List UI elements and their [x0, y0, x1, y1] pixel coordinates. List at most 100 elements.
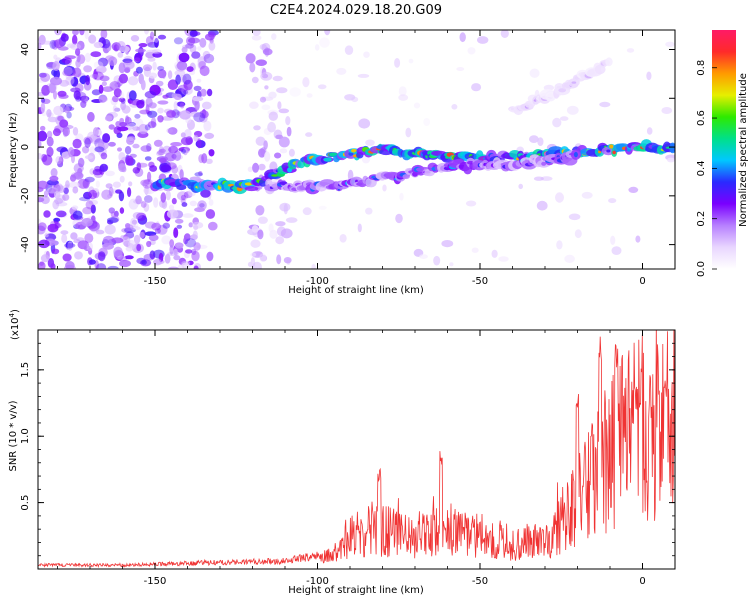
noise-blob — [70, 76, 79, 87]
noise-blob — [252, 162, 260, 173]
noise-blob — [150, 117, 157, 128]
noise-blob — [199, 65, 210, 77]
noise-blob — [108, 124, 115, 130]
colorbar-tick-label: 0.0 — [696, 261, 707, 277]
trace-core — [609, 144, 614, 149]
noise-blob — [182, 213, 194, 218]
noise-blob — [41, 84, 51, 96]
noise-blob — [72, 34, 78, 46]
noise-blob — [115, 189, 123, 194]
noise-blob — [199, 110, 209, 119]
noise-blob — [167, 70, 173, 80]
noise-blob — [529, 68, 540, 78]
noise-blob — [62, 193, 70, 201]
noise-blob — [533, 176, 544, 181]
noise-blob — [276, 226, 287, 237]
noise-blob — [88, 199, 99, 206]
noise-blob — [52, 61, 60, 71]
noise-blob — [491, 249, 498, 258]
figure-title: C2E4.2024.029.18.20.G09 — [270, 3, 442, 18]
noise-blob — [85, 200, 94, 210]
noise-blob — [108, 56, 118, 66]
noise-blob — [178, 52, 190, 63]
noise-blob — [121, 166, 127, 173]
noise-blob — [144, 90, 157, 99]
noise-blob — [255, 136, 266, 146]
noise-blob — [456, 67, 465, 71]
noise-blob — [208, 221, 218, 231]
noise-blob — [70, 232, 78, 240]
noise-blob — [143, 202, 150, 212]
noise-blob — [177, 191, 189, 201]
noise-blob — [38, 77, 48, 83]
y-tick-label: 1.0 — [20, 428, 31, 444]
snr-x-axis-label: Height of straight line (km) — [288, 585, 424, 596]
noise-blob — [50, 168, 58, 178]
noise-blob — [84, 52, 91, 63]
noise-blob — [305, 132, 313, 137]
noise-blob — [251, 35, 262, 41]
noise-blob — [113, 44, 120, 52]
noise-blob — [477, 36, 489, 44]
noise-blob — [119, 175, 125, 183]
noise-blob — [191, 248, 197, 256]
noise-blob — [193, 265, 199, 269]
noise-blob — [179, 169, 184, 180]
noise-blob — [197, 59, 205, 70]
noise-blob — [83, 245, 91, 252]
noise-blob — [423, 118, 431, 126]
noise-blob — [86, 242, 94, 252]
noise-blob — [252, 261, 262, 269]
noise-blob — [105, 170, 115, 177]
noise-blob — [189, 176, 201, 181]
noise-blob — [38, 222, 47, 232]
noise-blob — [126, 136, 136, 142]
noise-blob — [267, 121, 276, 133]
noise-blob — [205, 209, 216, 219]
noise-blob — [275, 221, 286, 227]
noise-blob — [324, 30, 331, 36]
noise-blob — [49, 175, 59, 182]
noise-blob — [52, 128, 61, 137]
noise-blob — [70, 87, 81, 93]
noise-blob — [203, 53, 215, 64]
noise-blob — [57, 46, 69, 51]
noise-blob — [89, 146, 97, 154]
noise-blob — [124, 255, 134, 260]
noise-blob — [140, 145, 152, 153]
noise-blob — [40, 102, 46, 113]
noise-blob — [142, 64, 153, 72]
noise-blob — [38, 197, 45, 203]
noise-blob — [72, 67, 82, 78]
noise-blob — [667, 157, 675, 163]
noise-blob — [363, 51, 370, 58]
noise-blob — [38, 218, 42, 228]
noise-blob — [314, 44, 320, 51]
noise-blob — [449, 262, 454, 267]
noise-blob — [97, 57, 109, 67]
noise-blob — [63, 243, 76, 248]
snr-ticks: -150 -100 -50 0 0.5 1.0 1.5 — [20, 330, 676, 587]
noise-blob — [183, 79, 193, 91]
noise-blob — [255, 205, 265, 216]
noise-blob — [268, 111, 278, 121]
noise-blob — [608, 198, 617, 204]
colorbar-tick-label: 0.6 — [696, 110, 707, 126]
noise-blob — [43, 210, 51, 218]
noise-blob — [40, 40, 53, 45]
noise-blob — [145, 97, 153, 108]
y-tick-label: -20 — [20, 188, 31, 204]
noise-blob — [149, 165, 158, 172]
noise-blob — [108, 186, 114, 197]
noise-blob — [286, 126, 292, 137]
noise-blob — [188, 37, 200, 44]
noise-blob — [646, 71, 652, 81]
noise-blob — [64, 106, 70, 114]
noise-blob — [82, 146, 90, 154]
noise-blob — [63, 66, 73, 76]
noise-blob — [118, 191, 125, 202]
noise-blob — [102, 235, 115, 246]
noise-blob — [84, 137, 91, 148]
noise-blob — [140, 179, 150, 186]
noise-blob — [68, 181, 80, 189]
